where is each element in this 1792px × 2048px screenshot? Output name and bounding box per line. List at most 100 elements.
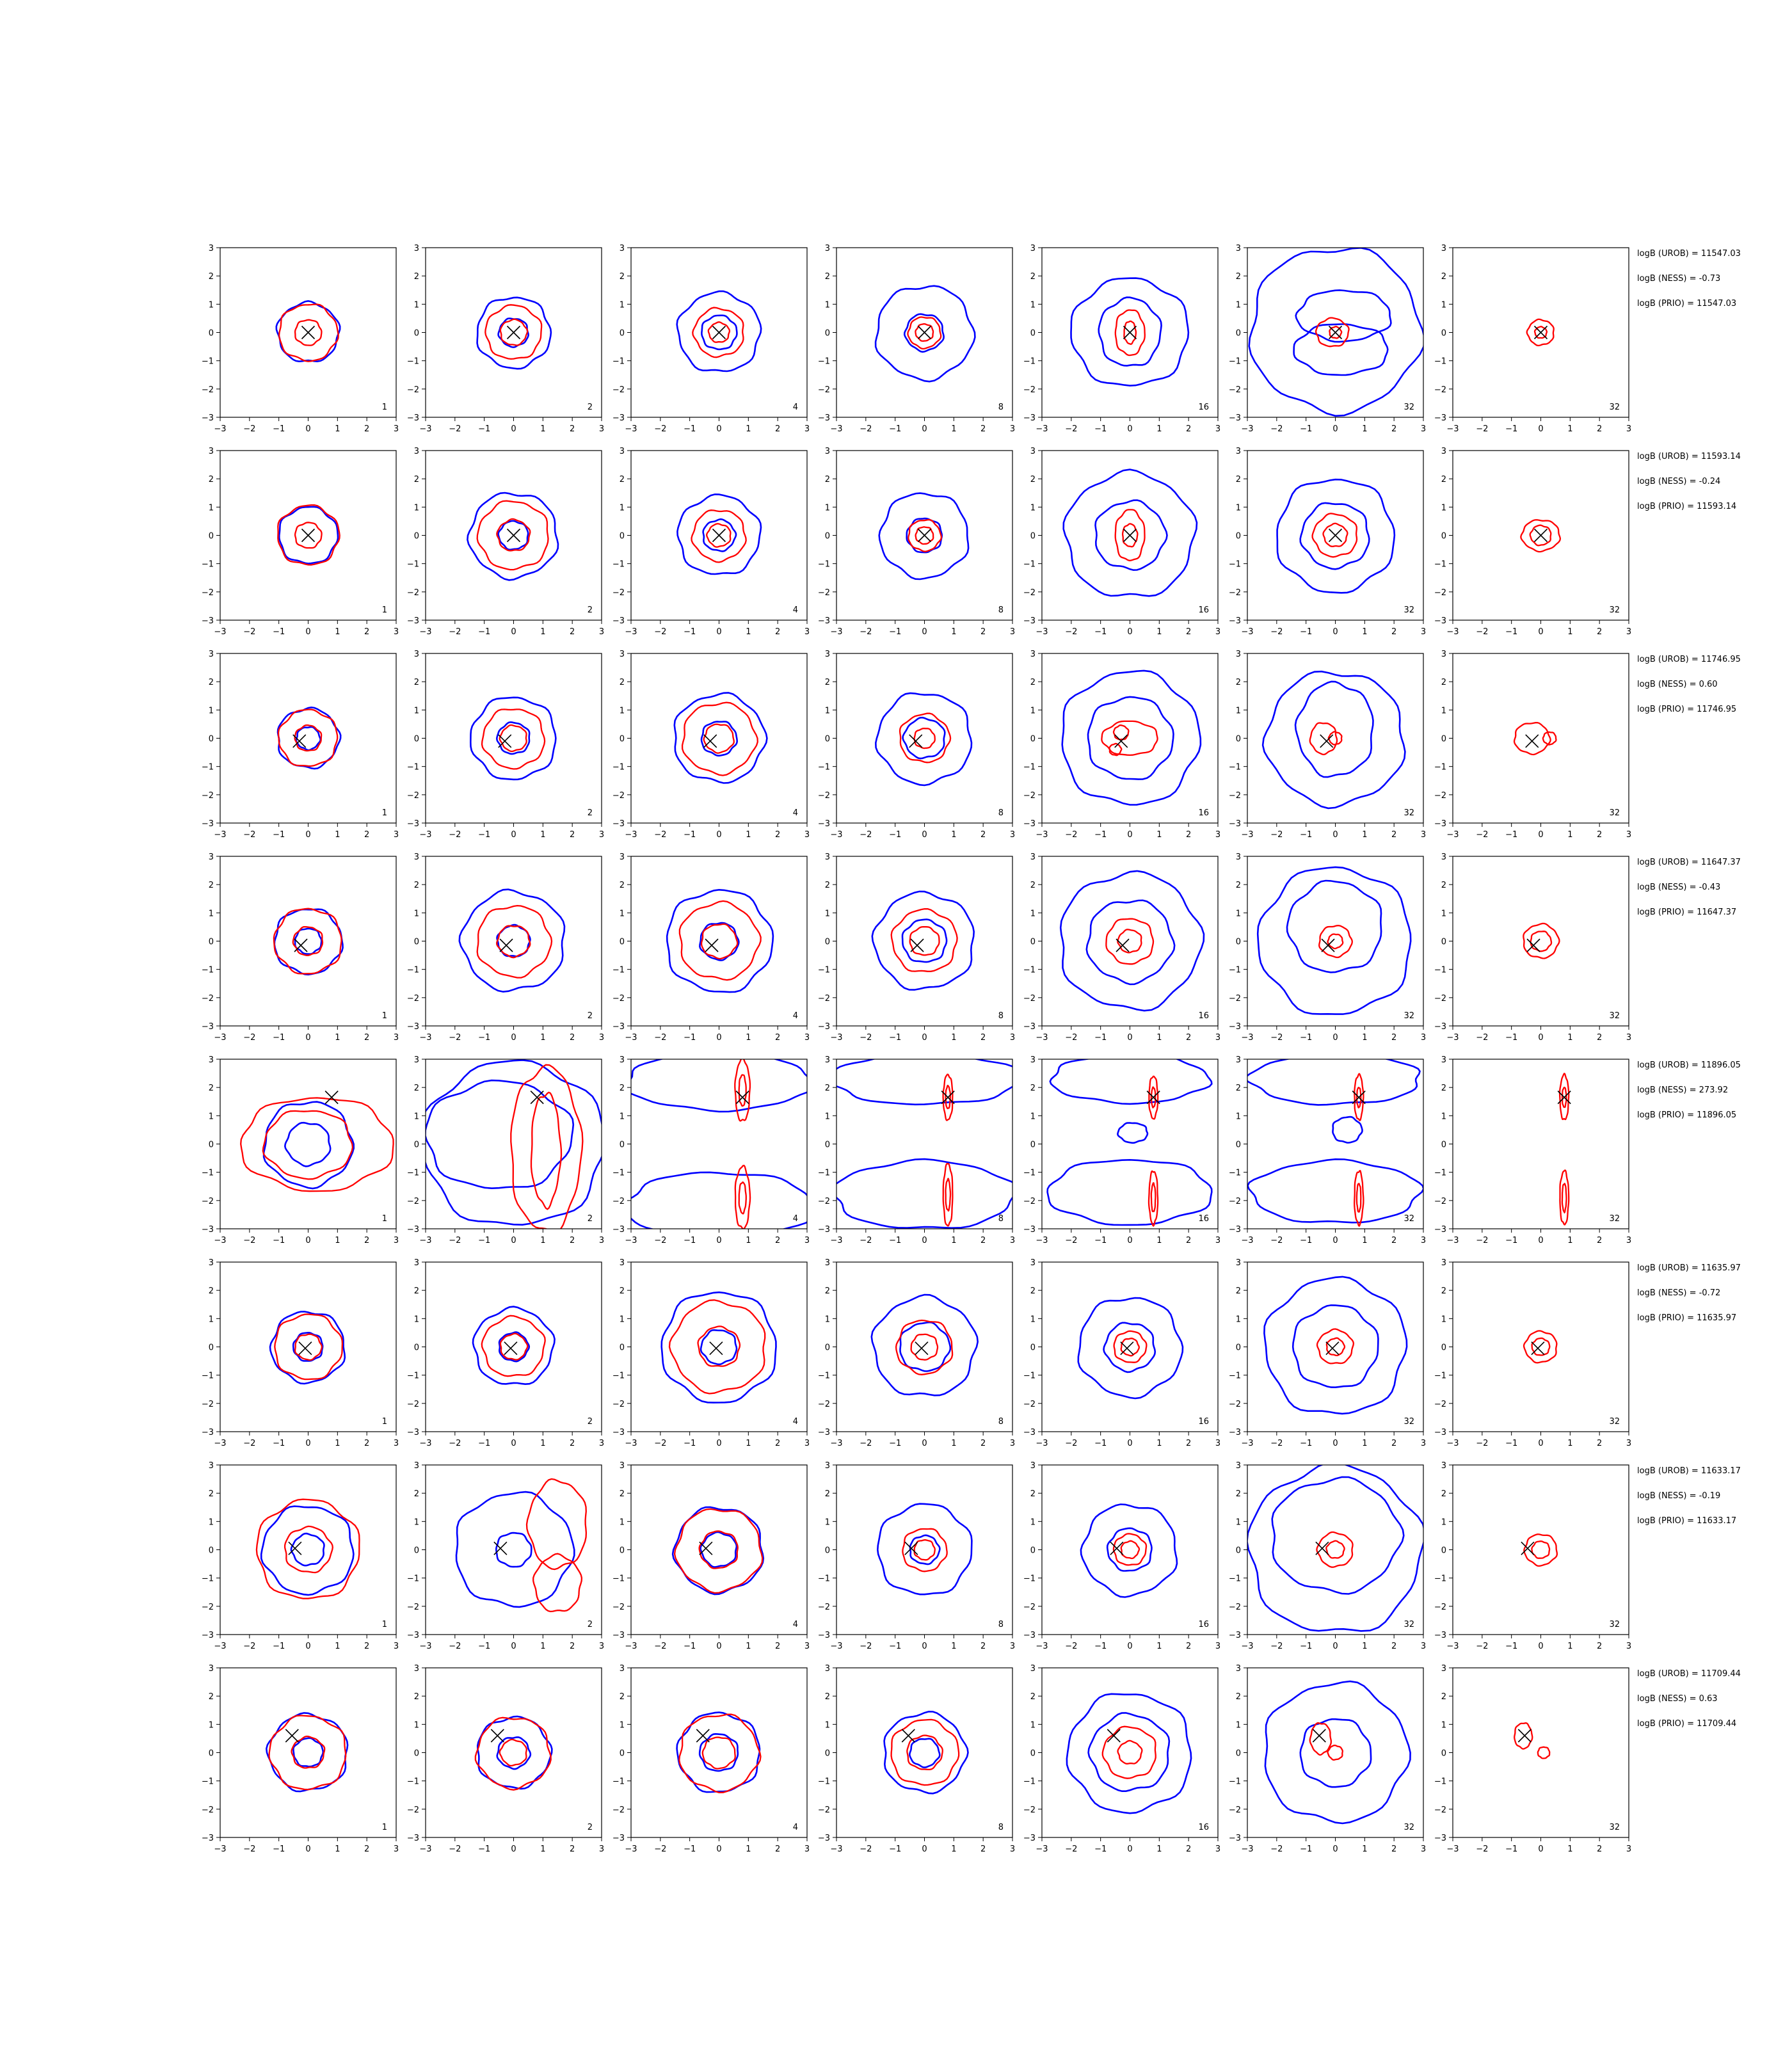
red-contour bbox=[1112, 1533, 1148, 1566]
panel-r4-c4: −3−3 −2 −2 −1 −1 0 0 1 1 2 2 3 3 8 bbox=[818, 852, 1015, 1043]
x-tick-label: −3 bbox=[625, 1642, 637, 1651]
y-tick-label: 3 bbox=[620, 447, 625, 456]
x-tick-label: −2 bbox=[654, 830, 666, 840]
x-tick-label: −1 bbox=[889, 1033, 901, 1043]
contour-group bbox=[458, 888, 566, 993]
y-tick-label: 0 bbox=[825, 1546, 830, 1556]
y-tick-label: 3 bbox=[209, 447, 214, 456]
x-tick-label: 2 bbox=[570, 1236, 575, 1245]
red-contour bbox=[1513, 721, 1551, 756]
red-contour bbox=[278, 303, 339, 362]
blue-contour bbox=[1077, 1297, 1184, 1400]
x-tick-label: 1 bbox=[540, 1236, 545, 1245]
x-tick-label: −1 bbox=[273, 1844, 285, 1854]
x-tick-label: −2 bbox=[654, 1033, 666, 1043]
x-tick-label: −3 bbox=[214, 1236, 226, 1245]
panel-label: 32 bbox=[1404, 605, 1414, 615]
red-contour bbox=[499, 1332, 529, 1361]
y-tick-label: −2 bbox=[202, 1197, 214, 1206]
y-tick-label: −3 bbox=[818, 1225, 830, 1235]
panel-label: 32 bbox=[1609, 1011, 1620, 1021]
x-tick-label: −2 bbox=[1270, 830, 1283, 840]
x-tick-label: 2 bbox=[570, 1439, 575, 1448]
x-tick-label: −2 bbox=[860, 627, 872, 637]
y-tick-label: −2 bbox=[818, 994, 830, 1004]
x-tick-label: 3 bbox=[1215, 627, 1220, 637]
panel-label: 8 bbox=[998, 1823, 1004, 1832]
x-tick-label: −2 bbox=[243, 424, 255, 434]
blue-contour bbox=[1293, 323, 1389, 376]
x-tick-label: 3 bbox=[1010, 1236, 1015, 1245]
blue-contour bbox=[1332, 1116, 1363, 1144]
x-tick-label: −1 bbox=[684, 1844, 696, 1854]
x-tick-label: 0 bbox=[305, 1033, 310, 1043]
blue-contour bbox=[1087, 696, 1174, 780]
axes-frame bbox=[220, 856, 397, 1027]
x-tick-label: −1 bbox=[1505, 1439, 1517, 1448]
x-marker bbox=[504, 1341, 518, 1356]
blue-contour bbox=[426, 1059, 602, 1226]
y-tick-label: 0 bbox=[1441, 1749, 1446, 1759]
y-tick-label: 2 bbox=[414, 1286, 419, 1296]
panel-label: 2 bbox=[588, 605, 593, 615]
x-tick-label: 3 bbox=[1010, 1844, 1015, 1854]
x-tick-label: −2 bbox=[449, 1844, 461, 1854]
panel-label: 32 bbox=[1609, 1417, 1620, 1427]
y-tick-label: 2 bbox=[1236, 881, 1241, 890]
y-tick-label: 3 bbox=[1441, 852, 1446, 862]
y-tick-label: 1 bbox=[1441, 706, 1446, 716]
x-tick-label: 0 bbox=[1538, 1439, 1543, 1448]
axes-frame bbox=[220, 1261, 397, 1432]
blue-contour bbox=[469, 696, 557, 781]
blue-contour bbox=[698, 1732, 739, 1772]
logb-annotation: logB (UROB) = 11547.03 bbox=[1637, 249, 1741, 259]
panel-label: 1 bbox=[382, 808, 387, 818]
y-tick-label: 3 bbox=[209, 852, 214, 862]
x-tick-label: −2 bbox=[449, 1033, 461, 1043]
x-tick-label: 1 bbox=[540, 1642, 545, 1651]
axes-frame bbox=[836, 1261, 1013, 1432]
y-tick-label: −3 bbox=[818, 819, 830, 829]
x-tick-label: −1 bbox=[1094, 1236, 1107, 1245]
y-tick-label: −1 bbox=[1229, 1169, 1241, 1178]
blue-contour bbox=[1299, 502, 1370, 570]
x-tick-label: 1 bbox=[746, 1642, 751, 1651]
panel-label: 16 bbox=[1198, 1823, 1209, 1832]
y-tick-label: 0 bbox=[620, 938, 625, 947]
x-tick-label: 1 bbox=[335, 1033, 340, 1043]
contour-group bbox=[469, 696, 557, 781]
y-tick-label: 0 bbox=[1236, 1546, 1241, 1556]
logb-annotation: logB (UROB) = 11746.95 bbox=[1637, 655, 1741, 664]
red-contour bbox=[499, 318, 529, 346]
y-tick-label: 3 bbox=[825, 1461, 830, 1471]
x-tick-label: −3 bbox=[214, 424, 226, 434]
axes-frame bbox=[1041, 653, 1219, 824]
x-tick-label: −3 bbox=[214, 830, 226, 840]
x-tick-label: −3 bbox=[830, 1236, 842, 1245]
y-tick-label: 3 bbox=[1441, 244, 1446, 253]
blue-contour bbox=[878, 492, 970, 580]
x-tick-label: 2 bbox=[364, 1642, 369, 1651]
y-tick-label: 0 bbox=[414, 329, 419, 339]
x-tick-label: 1 bbox=[335, 1236, 340, 1245]
x-tick-label: −1 bbox=[1094, 1844, 1107, 1854]
x-tick-label: 0 bbox=[511, 830, 516, 840]
x-tick-label: 3 bbox=[394, 1844, 399, 1854]
logb-annotation: logB (UROB) = 11633.17 bbox=[1637, 1466, 1741, 1476]
red-contour bbox=[1114, 509, 1146, 562]
panel-label: 32 bbox=[1404, 808, 1414, 818]
x-tick-label: −3 bbox=[625, 1236, 637, 1245]
y-tick-label: −3 bbox=[1229, 819, 1241, 829]
x-tick-label: 2 bbox=[775, 1236, 780, 1245]
x-tick-label: −2 bbox=[1065, 627, 1077, 637]
red-contour bbox=[1356, 1087, 1362, 1109]
x-tick-label: −3 bbox=[1446, 424, 1459, 434]
y-tick-label: 1 bbox=[1236, 1517, 1241, 1527]
red-contour bbox=[902, 1528, 948, 1572]
x-tick-label: 1 bbox=[335, 830, 340, 840]
x-marker bbox=[498, 734, 512, 748]
y-tick-label: −1 bbox=[407, 560, 419, 570]
y-tick-label: 1 bbox=[1236, 1720, 1241, 1730]
y-tick-label: −3 bbox=[818, 1631, 830, 1640]
red-contour bbox=[1123, 320, 1137, 345]
